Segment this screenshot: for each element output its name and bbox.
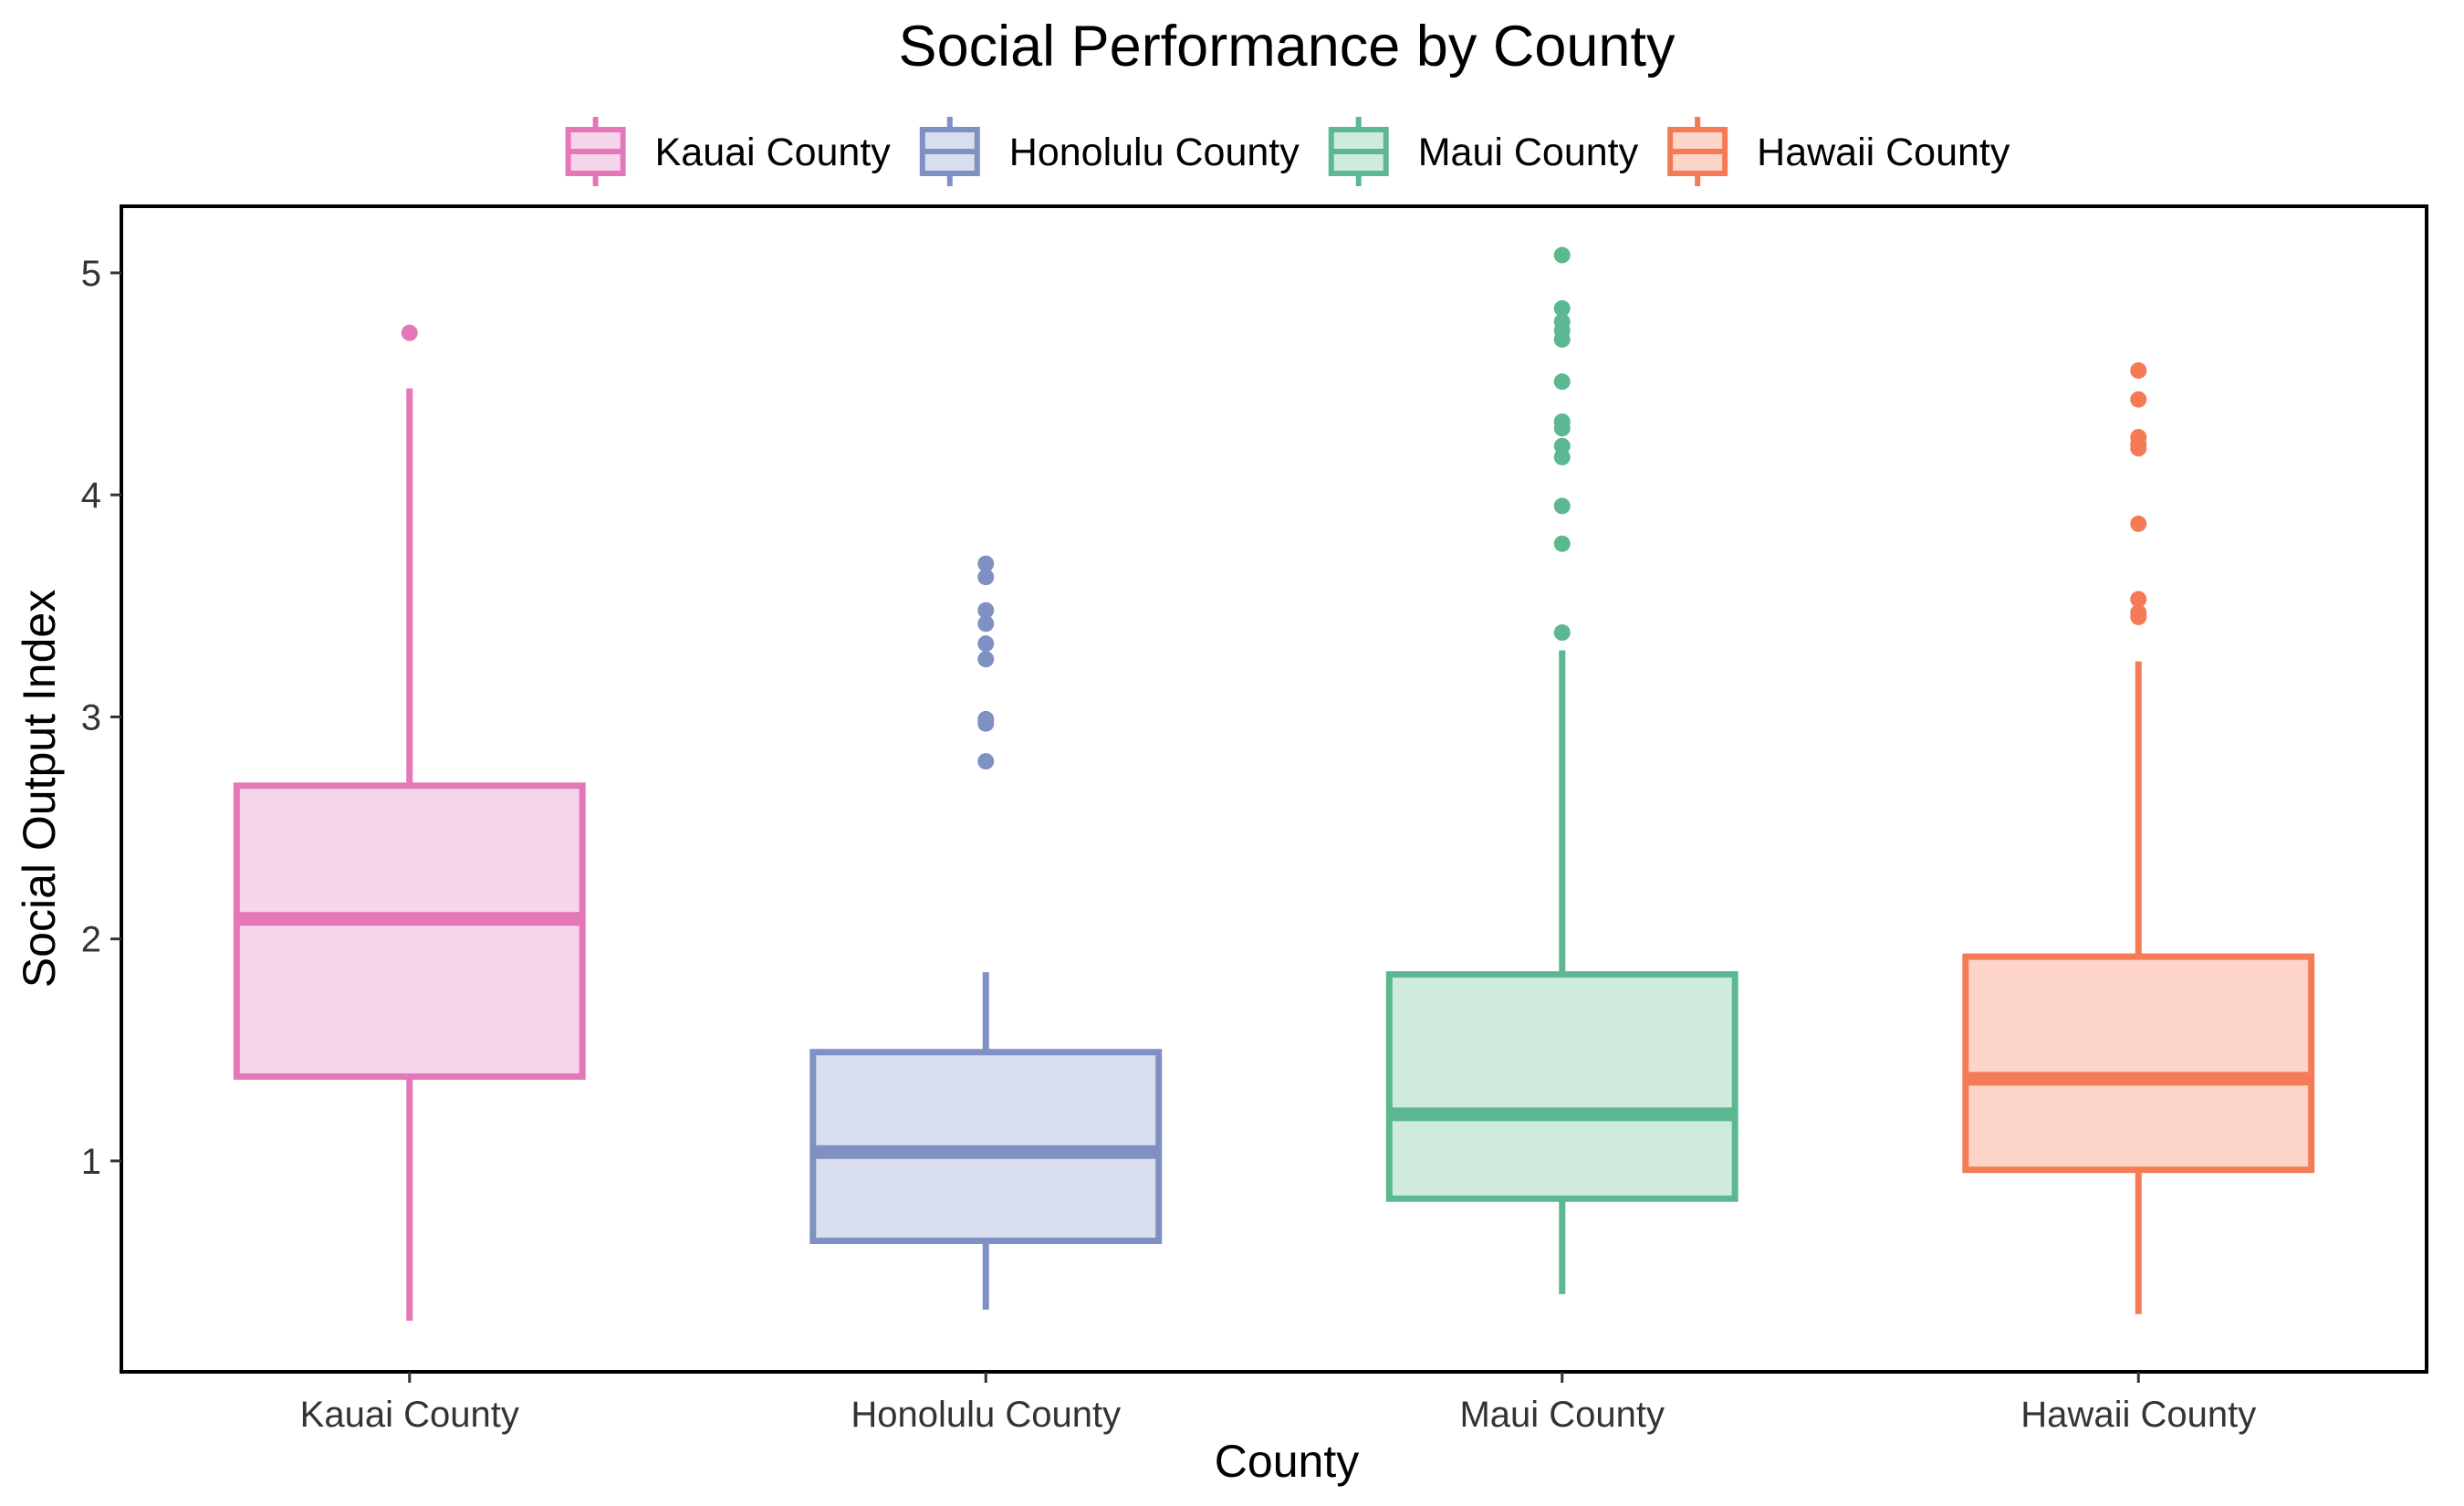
x-axis-title: County [1215,1436,1359,1487]
outlier-point [2130,391,2147,408]
iqr-box [1962,953,2315,1174]
outlier-point [977,601,995,619]
y-tick-label: 3 [81,697,101,737]
outlier-point [2130,604,2147,622]
chart-title: Social Performance by County [899,15,1676,78]
box-group [809,555,1163,1310]
legend-label: Hawaii County [1757,131,2010,174]
y-tick-label: 2 [81,920,101,960]
outlier-point [977,753,995,770]
box-group [1385,246,1738,1294]
legend-item: Honolulu County [919,117,1300,186]
outlier-point [977,710,995,727]
box-group [233,324,586,1322]
y-axis: 1 2 3 4 5 [81,254,121,1182]
x-tick-label: Maui County [1459,1395,1665,1435]
outlier-point [977,569,995,586]
y-axis-title: Social Output Index [14,590,65,988]
x-axis: Kauai County Honolulu County Maui County Ha… [300,1372,2256,1435]
outlier-point [2130,428,2147,445]
outlier-point [1553,497,1571,515]
outlier-point [1553,313,1571,330]
outlier-point [1553,413,1571,430]
legend-label: Maui County [1418,131,1639,174]
outlier-point [977,651,995,668]
outlier-point [2130,515,2147,532]
outlier-point [1553,437,1571,455]
iqr-box [233,782,586,1080]
x-tick-label: Kauai County [300,1395,519,1435]
legend-label: Kauai County [655,131,892,174]
legend-label: Honolulu County [1009,131,1300,174]
outlier-point [2130,591,2147,608]
legend-item: Hawaii County [1667,117,2010,186]
outlier-point [977,635,995,653]
y-tick-label: 5 [81,254,101,294]
legend-item: Kauai County [565,117,892,186]
box-group [1962,361,2315,1314]
outlier-point [977,555,995,572]
outlier-point [1553,246,1571,264]
x-tick-label: Hawaii County [2020,1395,2256,1435]
outlier-point [401,324,418,341]
y-tick-label: 4 [81,476,101,516]
outlier-point [1553,299,1571,317]
y-tick-label: 1 [81,1142,101,1182]
iqr-box [1385,971,1738,1202]
legend-item: Maui County [1328,117,1639,186]
outlier-point [1553,535,1571,552]
outlier-point [2130,361,2147,379]
outlier-point [1553,624,1571,642]
legend: Kauai County Honolulu County Maui County Ha… [565,117,2010,186]
x-tick-label: Honolulu County [851,1395,1121,1435]
outlier-point [977,615,995,633]
outlier-point [1553,373,1571,391]
plot-area [233,246,2315,1322]
plot-border [120,204,2428,1374]
